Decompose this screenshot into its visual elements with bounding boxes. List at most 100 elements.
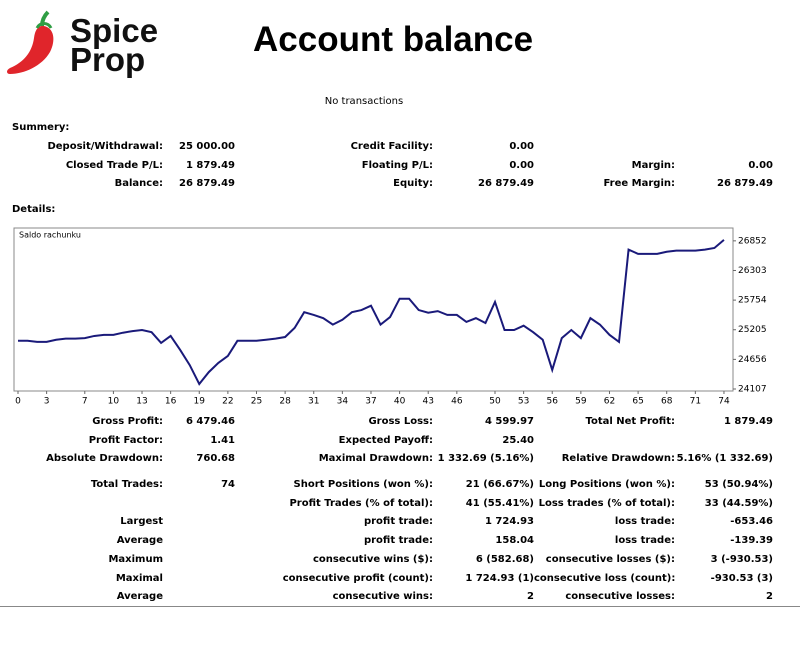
value: 6 (582.68): [475, 553, 534, 565]
value: 760.68: [196, 453, 235, 465]
x-tick-label: 74: [718, 397, 730, 407]
value: 25 000.00: [179, 141, 235, 152]
label: Balance:: [114, 178, 163, 190]
x-tick-label: 50: [489, 397, 501, 407]
label: Floating P/L:: [361, 159, 433, 171]
label: consecutive wins ($):: [312, 553, 433, 565]
label: Profit Trades (% of total):: [289, 497, 433, 509]
x-tick-label: 16: [165, 397, 177, 407]
value: 26 879.49: [717, 178, 773, 190]
label: Expected Payoff:: [338, 434, 433, 446]
chart: Saldo rachunku 24107 24656 25205 25754 26303…: [13, 227, 767, 407]
label: consecutive wins:: [332, 591, 433, 603]
value: 53 (50.94%): [704, 479, 773, 491]
brand-line: Prop: [70, 41, 146, 78]
value: [163, 513, 235, 532]
label: consecutive losses:: [565, 591, 675, 603]
label: Average: [116, 591, 163, 603]
label: Credit Facility:: [350, 141, 433, 152]
label: Maximum: [108, 553, 163, 565]
x-tick-label: 46: [451, 397, 463, 407]
value: 26 879.49: [179, 178, 235, 190]
label: Maximal Drawdown:: [318, 453, 433, 465]
value: 4 599.97: [484, 416, 534, 427]
label: Relative Drawdown:: [561, 453, 675, 465]
label: Loss trades (% of total):: [538, 497, 675, 509]
label: Closed Trade P/L:: [65, 159, 163, 171]
y-tick-label: 24656: [738, 355, 767, 365]
x-tick-label: 10: [108, 397, 120, 407]
section-label: Details:: [12, 204, 56, 215]
y-tick-label: 25205: [738, 325, 767, 335]
x-tick-label: 71: [690, 397, 701, 407]
label: Gross Profit:: [92, 416, 163, 427]
y-tick-label: 26852: [738, 236, 767, 246]
label: loss trade:: [614, 516, 675, 528]
x-tick-label: 62: [604, 397, 615, 407]
value: [675, 432, 773, 451]
value: 5.16% (1 332.69): [676, 453, 773, 465]
value: 26 879.49: [478, 178, 534, 190]
series-label: Saldo rachunku: [19, 231, 81, 240]
label: Maximal: [115, 572, 163, 584]
label: Short Positions (won %):: [293, 479, 433, 491]
label: Average: [116, 535, 163, 547]
value: 2: [766, 591, 773, 603]
x-tick-label: 22: [222, 397, 233, 407]
x-tick-label: 0: [15, 397, 21, 407]
label: [534, 432, 675, 451]
x-tick-label: 25: [251, 397, 262, 407]
y-tick-label: 24107: [738, 385, 767, 395]
section-label: Summery:: [12, 122, 70, 133]
value: 1 879.49: [185, 159, 235, 171]
x-tick-label: 59: [575, 397, 587, 407]
label: profit trade:: [363, 516, 433, 528]
y-tick-label: 26303: [738, 266, 767, 276]
x-tick-label: 31: [308, 397, 319, 407]
plot-frame: [13, 227, 734, 392]
x-tick-label: 43: [422, 397, 433, 407]
x-tick-label: 3: [44, 397, 50, 407]
logo-icon: [7, 10, 54, 74]
value: 0.00: [748, 159, 773, 171]
value: [163, 495, 235, 514]
value: [163, 588, 235, 607]
x-tick-label: 53: [518, 397, 529, 407]
value: 158.04: [495, 535, 534, 547]
balance-line: [18, 239, 725, 386]
value: 21 (66.67%): [465, 479, 534, 491]
x-tick-label: 28: [279, 397, 291, 407]
x-tick-label: 56: [547, 397, 559, 407]
value: 74: [221, 479, 235, 491]
value: [675, 138, 773, 157]
label: profit trade:: [363, 535, 433, 547]
label: Free Margin:: [603, 178, 675, 190]
label: loss trade:: [614, 535, 675, 547]
x-tick-label: 34: [337, 397, 349, 407]
value: [163, 551, 235, 570]
x-tick-label: 65: [632, 397, 643, 407]
value: 3 (-930.53): [710, 553, 773, 565]
value: 1 879.49: [723, 416, 773, 427]
y-tick-label: 25754: [738, 296, 767, 306]
value: 6 479.46: [185, 416, 235, 427]
label: Gross Loss:: [368, 416, 433, 427]
label: consecutive profit (count):: [282, 572, 433, 584]
label: Largest: [120, 516, 163, 528]
value: 0.00: [509, 159, 534, 171]
summary-table: Deposit/Withdrawal: 25 000.00 Credit Facil…: [0, 138, 773, 194]
value: -653.46: [730, 516, 773, 528]
value: [163, 532, 235, 551]
statistics-table: Gross Profit: 6 479.46 Gross Loss: 4 599.97…: [0, 413, 773, 607]
label: Deposit/Withdrawal:: [47, 141, 163, 152]
label: Margin:: [631, 159, 675, 171]
x-tick-label: 68: [661, 397, 673, 407]
page-title: Account balance: [253, 20, 534, 59]
value: 41 (55.41%): [465, 497, 534, 509]
value: [163, 570, 235, 589]
label: Profit Factor:: [88, 434, 163, 446]
label: [0, 495, 163, 514]
value: 25.40: [502, 434, 534, 446]
label: Total Trades:: [90, 479, 163, 491]
